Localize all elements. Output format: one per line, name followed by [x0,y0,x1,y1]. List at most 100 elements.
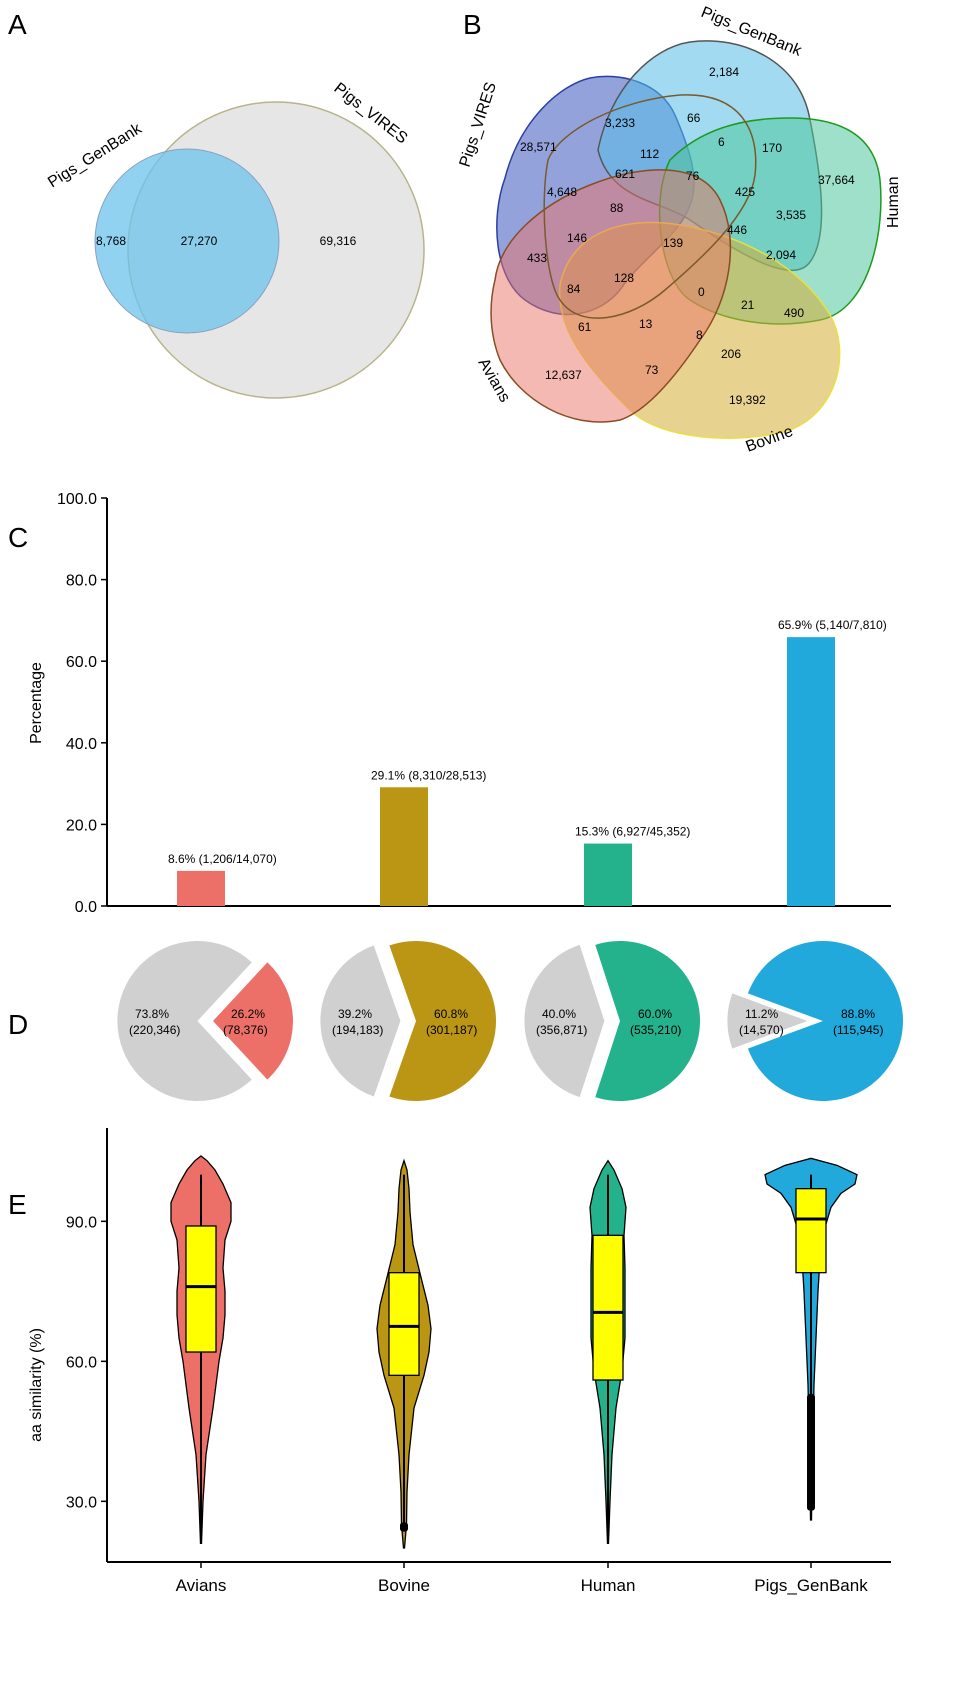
pie-label-rest-count: (194,183) [332,1023,383,1037]
venn-b-region-label: 112 [640,147,659,161]
bar [584,843,632,906]
panel-label-d: D [8,1009,28,1040]
venn-b-region-label: 88 [610,201,624,215]
pie-label-highlight-pct: 60.8% [434,1007,468,1021]
pie-label-highlight-pct: 60.0% [638,1007,672,1021]
venn-b-region-label: 37,664 [818,173,855,187]
venn-b-shape-inner [543,94,757,319]
bar-data-label: 65.9% (5,140/7,810) [778,618,887,632]
bar-chart-y-axis: 0.0 20.0 40.0 60.0 80.0 100.0 [57,491,891,916]
pie-slice-rest [524,944,605,1098]
bar-data-label: 8.6% (1,206/14,070) [168,852,277,866]
venn-b-region-label: 139 [663,236,683,250]
pie-slice-highlight [213,962,293,1080]
pie-slice-highlight [389,940,497,1101]
panel-label-e: E [8,1189,27,1220]
bar [177,870,225,906]
venn-b-region-label: 19,392 [729,393,766,407]
pie-label-highlight-count: (301,187) [426,1023,477,1037]
pie-slice-rest [320,945,401,1097]
violin-box [795,1188,827,1274]
violin-outliers [400,1522,408,1532]
pie-label-rest-pct: 40.0% [542,1007,576,1021]
venn-a-region-genbank: 8,768 [96,234,126,248]
pie-slice-rest [727,993,808,1049]
bar-chart-y-tick-label: 100.0 [57,491,97,508]
venn-b-region-label: 128 [614,271,634,285]
venn-b-region-label: 2,094 [766,248,796,262]
venn-a: Pigs_GenBank Pigs_VIRES 8,768 27,270 69,… [45,80,425,399]
pie-label-highlight-count: (115,945) [833,1023,883,1037]
venn-a-region-vires: 69,316 [320,234,357,248]
venn-b-region-label: 425 [735,185,755,199]
violin-x-category-label: Human [581,1576,636,1595]
venn-b-region-label: 3,535 [776,208,806,222]
venn-b-region-label: 84 [567,282,581,296]
venn-a-region-both: 27,270 [181,234,218,248]
violin-chart-ylabel: aa similarity (%) [28,1328,45,1442]
bar-chart-y-tick-label: 40.0 [66,736,97,753]
violin-x-category-label: Bovine [378,1576,430,1595]
venn-b-region-label: 621 [615,167,635,181]
venn-b-region-label: 28,571 [520,140,557,154]
violin-box [592,1234,624,1381]
pie-charts: 73.8% (220,346) 26.2% (78,376) 39.2% (194,183… [117,940,904,1102]
violin-x-category-label: Avians [176,1576,227,1595]
bar-chart-y-tick-label: 20.0 [66,817,97,834]
venn-b-region-label: 2,184 [709,65,739,79]
venn-b-region-label: 446 [727,223,747,237]
bar-chart-y-tick-label: 0.0 [75,899,97,916]
pie-label-highlight-pct: 26.2% [231,1007,265,1021]
bar-data-label: 29.1% (8,310/28,513) [371,768,486,782]
violin-y-tick-label: 30.0 [66,1494,97,1511]
pie-label-rest-pct: 73.8% [135,1007,169,1021]
venn-b-region-label: 0 [698,285,705,299]
venn-b-region-label: 433 [527,251,547,265]
venn-b-region-label: 4,648 [547,185,577,199]
bar-chart: Percentage 0.0 20.0 40.0 60.0 80.0 100.0 8.6%… [28,491,891,916]
venn-b-set-vires: Pigs_VIRES [457,80,500,169]
bar-chart-ylabel: Percentage [28,662,45,744]
venn-b-region-label: 170 [762,141,782,155]
pie-label-highlight-pct: 88.8% [841,1007,875,1021]
pie-label-rest-count: (220,346) [129,1023,180,1037]
venn-b-set-human: Human [885,176,902,228]
pie-label-highlight-count: (535,210) [630,1023,681,1037]
violin-box [185,1225,217,1353]
violin-box [388,1272,420,1376]
venn-b-region-label: 206 [721,347,741,361]
violin-y-tick-label: 60.0 [66,1354,97,1371]
panel-label-b: B [463,9,482,40]
venn-b-region-label: 73 [645,363,659,377]
venn-b-region-label: 6 [718,135,725,149]
pie-label-rest-pct: 11.2% [745,1007,778,1021]
bar [787,637,835,906]
violin-y-tick-label: 90.0 [66,1214,97,1231]
venn-b-region-label: 66 [687,111,701,125]
bar-chart-bars: 8.6% (1,206/14,070) 29.1% (8,310/28,513) 1… [168,618,887,906]
pie-label-rest-pct: 39.2% [338,1007,372,1021]
pie-label-rest-count: (356,871) [536,1023,587,1037]
bar-chart-y-tick-label: 60.0 [66,654,97,671]
venn-b-region-label: 12,637 [545,368,582,382]
venn-b-region-label: 146 [567,231,587,245]
violin-chart-marks [170,1155,858,1549]
violin-outliers [807,1394,815,1511]
venn-a-genbank-circle [94,148,280,334]
venn-b-region-label: 61 [578,320,592,334]
pie-label-highlight-count: (78,376) [223,1023,268,1037]
venn-b-shape-avians [490,169,732,423]
pie-label-rest-count: (14,570) [739,1023,784,1037]
venn-b-region-label: 8 [696,328,703,342]
venn-b-region-label: 21 [741,298,755,312]
venn-b-region-label: 3,233 [605,116,635,130]
pie-slice-highlight [747,941,904,1102]
pie-slice-rest [117,941,252,1101]
panel-label-a: A [8,9,27,40]
venn-b-region-label: 76 [686,169,700,183]
venn-b-region-label: 13 [639,317,653,331]
violin-chart: aa similarity (%) 30.0 60.0 90.0 Avians Bovi… [28,1128,891,1595]
bar [380,787,428,906]
bar-chart-y-tick-label: 80.0 [66,573,97,590]
